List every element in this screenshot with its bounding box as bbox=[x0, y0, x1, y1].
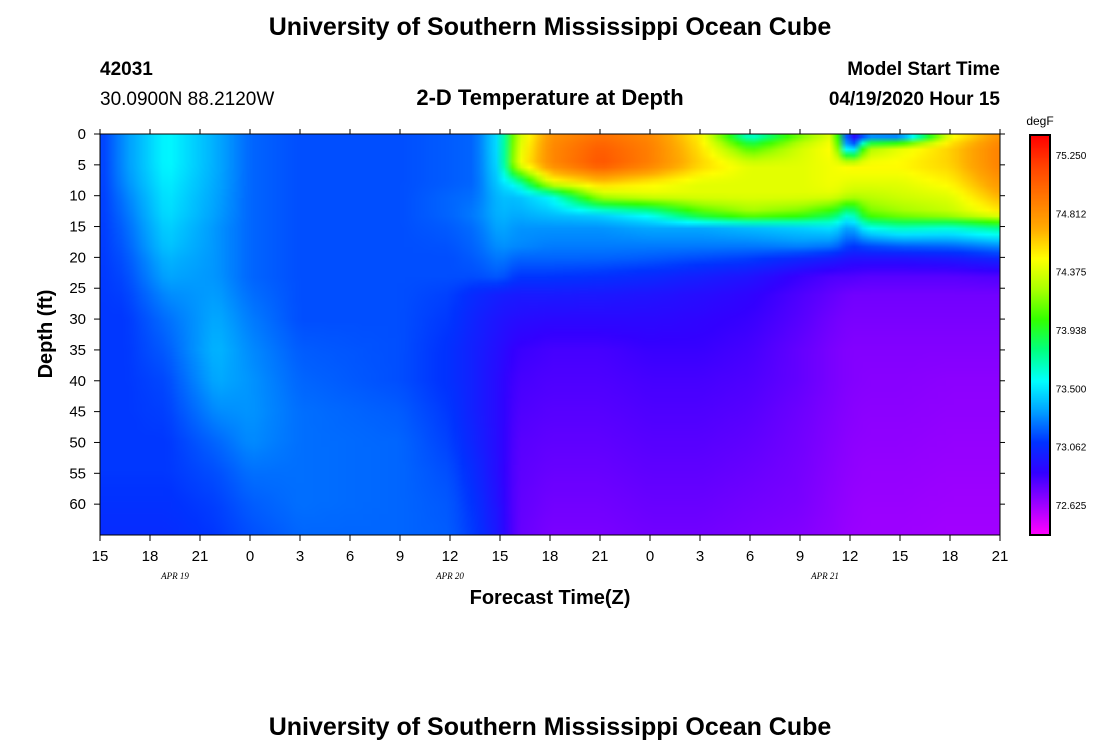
x-tick-label: 18 bbox=[942, 548, 959, 565]
x-tick-label: 21 bbox=[192, 548, 209, 565]
x-date-label: APR 19 bbox=[160, 571, 189, 581]
model-start-value: 04/19/2020 Hour 15 bbox=[829, 89, 1001, 110]
y-tick-label: 15 bbox=[69, 219, 86, 236]
y-tick-label: 50 bbox=[69, 434, 86, 451]
y-tick-label: 0 bbox=[78, 126, 86, 143]
station-location: 30.0900N 88.2120W bbox=[100, 89, 274, 110]
x-tick-label: 21 bbox=[592, 548, 609, 565]
temperature-heatmap bbox=[100, 134, 1000, 535]
plot-title: 2-D Temperature at Depth bbox=[416, 85, 683, 110]
x-date-label: APR 20 bbox=[435, 571, 464, 581]
x-tick-label: 9 bbox=[396, 548, 404, 565]
y-tick-label: 45 bbox=[69, 404, 86, 421]
x-tick-label: 12 bbox=[442, 548, 459, 565]
x-tick-label: 15 bbox=[92, 548, 109, 565]
x-tick-label: 15 bbox=[492, 548, 509, 565]
y-tick-label: 5 bbox=[78, 157, 86, 174]
y-tick-label: 10 bbox=[69, 188, 86, 205]
colorbar-gradient bbox=[1031, 136, 1049, 534]
x-tick-label: 18 bbox=[542, 548, 559, 565]
x-tick-label: 12 bbox=[842, 548, 859, 565]
x-tick-label: 18 bbox=[142, 548, 159, 565]
x-tick-label: 0 bbox=[646, 548, 654, 565]
y-tick-label: 55 bbox=[69, 465, 86, 482]
x-tick-label: 6 bbox=[746, 548, 754, 565]
x-tick-label: 0 bbox=[246, 548, 254, 565]
colorbar-tick-label: 75.250 bbox=[1056, 151, 1087, 162]
y-tick-label: 35 bbox=[69, 342, 86, 359]
colorbar-tick-label: 72.625 bbox=[1056, 501, 1087, 512]
colorbar-tick-label: 73.500 bbox=[1056, 384, 1087, 395]
x-axis-ticks: 15 18 21 0 3 6 9 12 15 18 21 0 3 6 9 12 15 18 21 bbox=[92, 129, 1009, 565]
y-axis-ticks: 0 5 10 15 20 25 30 35 40 45 50 55 60 bbox=[69, 126, 1005, 513]
y-tick-label: 60 bbox=[69, 496, 86, 513]
x-date-label: APR 21 bbox=[810, 571, 839, 581]
x-tick-label: 6 bbox=[346, 548, 354, 565]
x-axis-date-labels: APR 19 APR 20 APR 21 bbox=[160, 571, 839, 581]
model-start-label: Model Start Time bbox=[847, 59, 1000, 80]
y-tick-label: 25 bbox=[69, 280, 86, 297]
x-tick-label: 21 bbox=[992, 548, 1009, 565]
colorbar-frame bbox=[1029, 134, 1051, 536]
colorbar-tick-label: 74.375 bbox=[1056, 268, 1087, 279]
station-id: 42031 bbox=[100, 59, 153, 80]
x-axis-label: Forecast Time(Z) bbox=[470, 587, 631, 609]
x-tick-label: 15 bbox=[892, 548, 909, 565]
x-tick-label: 3 bbox=[296, 548, 304, 565]
colorbar-tick-label: 73.938 bbox=[1056, 326, 1087, 337]
colorbar-tick-label: 73.062 bbox=[1056, 443, 1087, 454]
y-tick-label: 30 bbox=[69, 311, 86, 328]
x-tick-label: 3 bbox=[696, 548, 704, 565]
colorbar-tick-label: 74.812 bbox=[1056, 209, 1087, 220]
colorbar: degF 75.250 74.812 74.375 73.938 73.500 73.06… bbox=[1026, 114, 1087, 536]
page-title: University of Southern Mississippi Ocean… bbox=[269, 13, 832, 41]
colorbar-unit: degF bbox=[1026, 114, 1053, 128]
y-axis-label: Depth (ft) bbox=[35, 290, 57, 379]
y-tick-label: 20 bbox=[69, 249, 86, 266]
colorbar-ticks: 75.250 74.812 74.375 73.938 73.500 73.062 72.6… bbox=[1056, 151, 1087, 512]
y-tick-label: 40 bbox=[69, 373, 86, 390]
x-tick-label: 9 bbox=[796, 548, 804, 565]
footer-title: University of Southern Mississippi Ocean… bbox=[269, 713, 832, 741]
plot-area bbox=[99, 133, 1001, 536]
